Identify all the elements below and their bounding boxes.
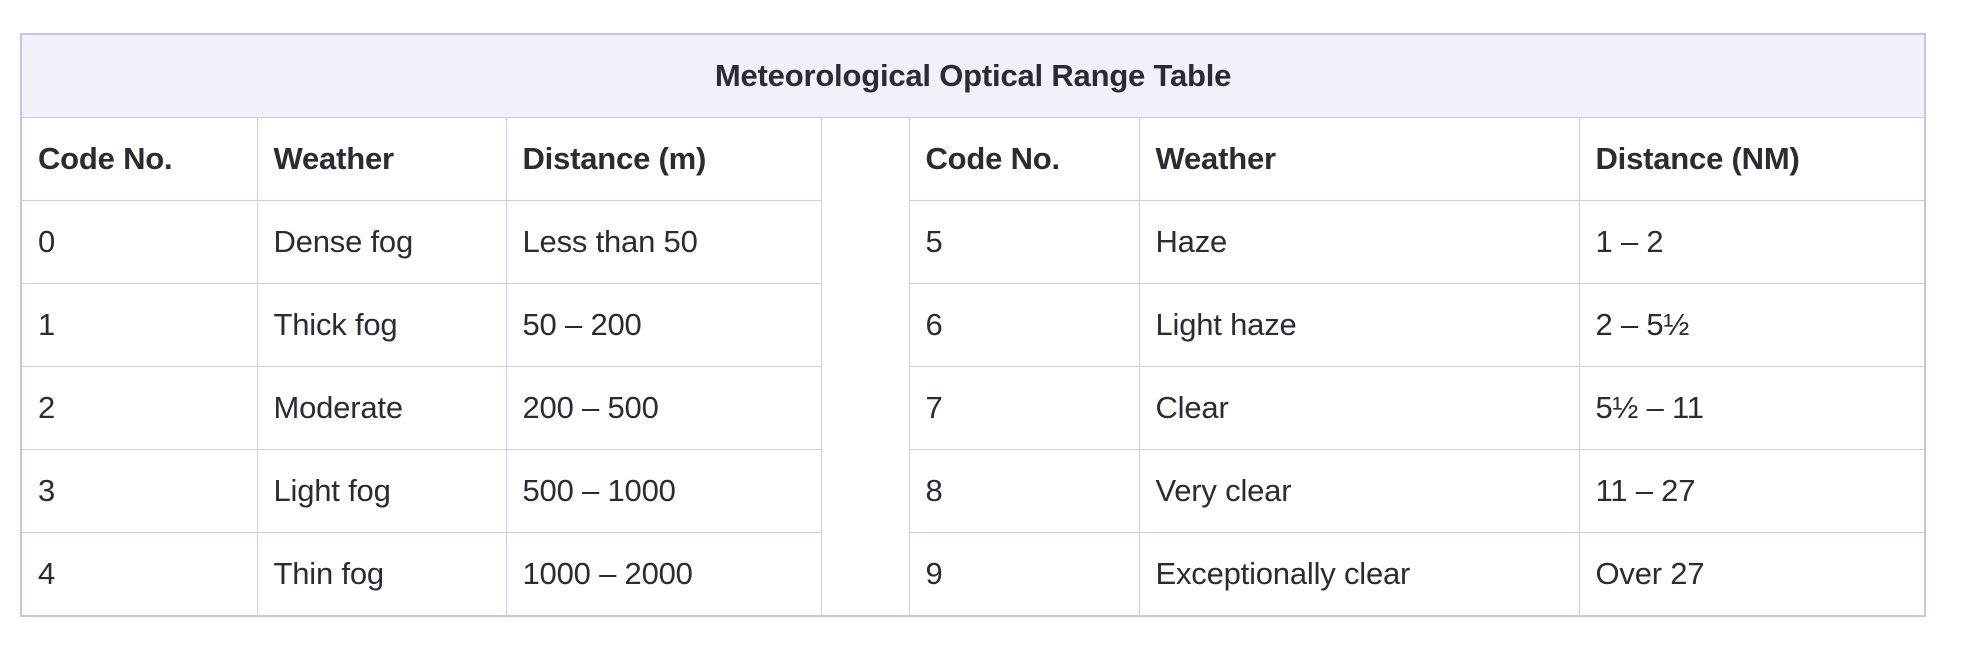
cell-distance-left: 500 – 1000 <box>505 449 822 533</box>
left-header-code-no: Code No. <box>20 117 258 201</box>
cell-code-left: 0 <box>20 200 258 284</box>
cell-weather-left: Thin fog <box>256 532 507 617</box>
table-row: 2 Moderate 200 – 500 7 Clear 5½ – 11 <box>20 366 1926 450</box>
cell-weather-right: Exceptionally clear <box>1138 532 1580 617</box>
cell-distance-right: 1 – 2 <box>1578 200 1926 284</box>
header-row: Code No. Weather Distance (m) Code No. W… <box>20 117 1926 616</box>
table-row: 3 Light fog 500 – 1000 8 Very clear 11 –… <box>20 449 1926 533</box>
cell-distance-right: Over 27 <box>1578 532 1926 617</box>
cell-code-right: 9 <box>908 532 1140 617</box>
cell-weather-right: Haze <box>1138 200 1580 284</box>
cell-distance-left: 50 – 200 <box>505 283 822 367</box>
right-header-distance-nm: Distance (NM) <box>1578 117 1926 201</box>
cell-distance-right: 5½ – 11 <box>1578 366 1926 450</box>
cell-distance-left: Less than 50 <box>505 200 822 284</box>
title-row: Meteorological Optical Range Table <box>20 33 1926 118</box>
left-header-weather: Weather <box>256 117 507 201</box>
right-header-code-no: Code No. <box>908 117 1140 201</box>
meteorological-optical-range-table: Meteorological Optical Range Table Code … <box>20 33 1927 617</box>
cell-weather-left: Moderate <box>256 366 507 450</box>
left-header-distance-m: Distance (m) <box>505 117 822 201</box>
cell-distance-right: 11 – 27 <box>1578 449 1926 533</box>
right-header-weather: Weather <box>1138 117 1580 201</box>
table-row: 1 Thick fog 50 – 200 6 Light haze 2 – 5½ <box>20 283 1926 367</box>
spacer-column <box>820 117 910 616</box>
cell-weather-right: Light haze <box>1138 283 1580 367</box>
cell-weather-right: Clear <box>1138 366 1580 450</box>
table-title: Meteorological Optical Range Table <box>20 33 1926 118</box>
cell-code-right: 5 <box>908 200 1140 284</box>
table-row: 0 Dense fog Less than 50 5 Haze 1 – 2 <box>20 200 1926 284</box>
table-row: 4 Thin fog 1000 – 2000 9 Exceptionally c… <box>20 532 1926 617</box>
cell-code-left: 2 <box>20 366 258 450</box>
cell-distance-right: 2 – 5½ <box>1578 283 1926 367</box>
cell-code-right: 7 <box>908 366 1140 450</box>
cell-code-left: 4 <box>20 532 258 617</box>
cell-weather-left: Light fog <box>256 449 507 533</box>
cell-distance-left: 1000 – 2000 <box>505 532 822 617</box>
cell-code-right: 8 <box>908 449 1140 533</box>
cell-code-right: 6 <box>908 283 1140 367</box>
cell-code-left: 1 <box>20 283 258 367</box>
cell-weather-left: Thick fog <box>256 283 507 367</box>
cell-code-left: 3 <box>20 449 258 533</box>
cell-weather-right: Very clear <box>1138 449 1580 533</box>
cell-weather-left: Dense fog <box>256 200 507 284</box>
cell-distance-left: 200 – 500 <box>505 366 822 450</box>
